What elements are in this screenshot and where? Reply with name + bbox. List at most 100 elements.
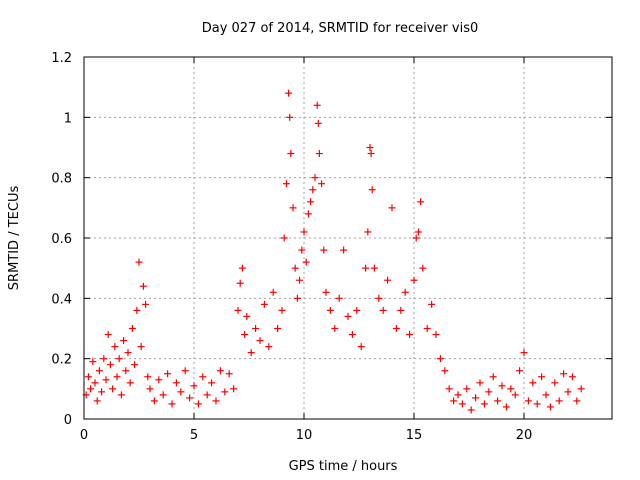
data-point <box>194 400 202 408</box>
data-point <box>113 373 121 381</box>
data-point <box>190 382 198 390</box>
data-point <box>102 376 110 384</box>
data-point <box>291 264 299 272</box>
data-point <box>87 385 95 393</box>
x-tick-label: 5 <box>190 428 198 443</box>
data-point <box>364 228 372 236</box>
data-point <box>278 306 286 314</box>
data-point <box>322 288 330 296</box>
data-point <box>265 343 273 351</box>
data-point <box>168 400 176 408</box>
data-point <box>241 331 249 339</box>
data-point <box>353 306 361 314</box>
data-point <box>313 101 321 109</box>
data-point <box>516 367 524 375</box>
data-point <box>269 288 277 296</box>
data-point <box>428 300 436 308</box>
data-point <box>216 367 224 375</box>
data-point <box>454 391 462 399</box>
data-point <box>467 406 475 414</box>
data-point <box>410 276 418 284</box>
data-point <box>293 294 301 302</box>
ticks-layer: 0 5 10 15 20 0 0.2 0.4 0.6 0.8 1 1.2 <box>51 51 612 443</box>
data-point <box>181 367 189 375</box>
y-tick-label: 0.6 <box>51 232 72 247</box>
data-point <box>177 388 185 396</box>
data-point <box>304 210 312 218</box>
data-point <box>131 361 139 369</box>
y-tick-label: 0.8 <box>51 172 72 187</box>
data-point <box>212 397 220 405</box>
data-point <box>489 373 497 381</box>
data-point <box>298 246 306 254</box>
data-point <box>555 397 563 405</box>
data-point <box>126 379 134 387</box>
y-tick-label: 1 <box>64 111 72 126</box>
y-tick-label: 0.2 <box>51 353 72 368</box>
data-point <box>463 385 471 393</box>
data-point <box>560 370 568 378</box>
data-point <box>524 397 532 405</box>
data-point <box>384 276 392 284</box>
data-point <box>344 312 352 320</box>
data-point <box>502 403 510 411</box>
y-tick-label: 0 <box>64 413 72 428</box>
y-tick-label: 1.2 <box>51 51 72 66</box>
data-point <box>379 306 387 314</box>
data-point <box>370 264 378 272</box>
data-point <box>164 370 172 378</box>
data-point <box>287 150 295 158</box>
data-point <box>150 397 158 405</box>
data-point <box>199 373 207 381</box>
data-point <box>573 397 581 405</box>
data-point <box>289 204 297 212</box>
data-point <box>172 379 180 387</box>
plot-frame <box>83 56 613 420</box>
data-point <box>441 367 449 375</box>
data-point <box>111 343 119 351</box>
data-point <box>367 150 375 158</box>
data-point <box>146 385 154 393</box>
data-point <box>230 385 238 393</box>
data-point <box>186 394 194 402</box>
data-point <box>498 382 506 390</box>
data-point <box>417 198 425 206</box>
x-tick-label: 20 <box>516 428 533 443</box>
data-point <box>326 306 334 314</box>
data-point <box>309 186 317 194</box>
data-point <box>128 325 136 332</box>
data-point <box>401 288 409 296</box>
data-point <box>507 385 515 393</box>
data-point <box>144 373 152 381</box>
chart-title: Day 027 of 2014, SRMTID for receiver vis… <box>202 21 479 36</box>
data-point <box>93 397 101 405</box>
data-point <box>458 400 466 408</box>
data-point <box>472 394 480 402</box>
data-point <box>260 300 268 308</box>
data-point <box>243 312 251 320</box>
x-tick-label: 0 <box>80 428 88 443</box>
data-point <box>285 89 293 97</box>
x-tick-label: 10 <box>296 428 313 443</box>
data-point <box>282 180 290 188</box>
data-point <box>95 367 103 375</box>
data-point <box>256 337 264 345</box>
data-point <box>225 370 233 378</box>
data-point <box>238 264 246 272</box>
data-point <box>485 388 493 396</box>
data-point <box>155 376 163 384</box>
data-point <box>340 246 348 254</box>
data-point <box>274 325 282 332</box>
data-point <box>208 379 216 387</box>
data-point <box>89 358 97 366</box>
data-point <box>286 113 294 121</box>
data-point <box>91 379 99 387</box>
data-point <box>388 204 396 212</box>
x-axis-label: GPS time / hours <box>289 459 398 474</box>
data-point <box>307 198 315 206</box>
points-layer <box>82 89 585 414</box>
data-point <box>311 174 319 182</box>
data-point <box>546 403 554 411</box>
